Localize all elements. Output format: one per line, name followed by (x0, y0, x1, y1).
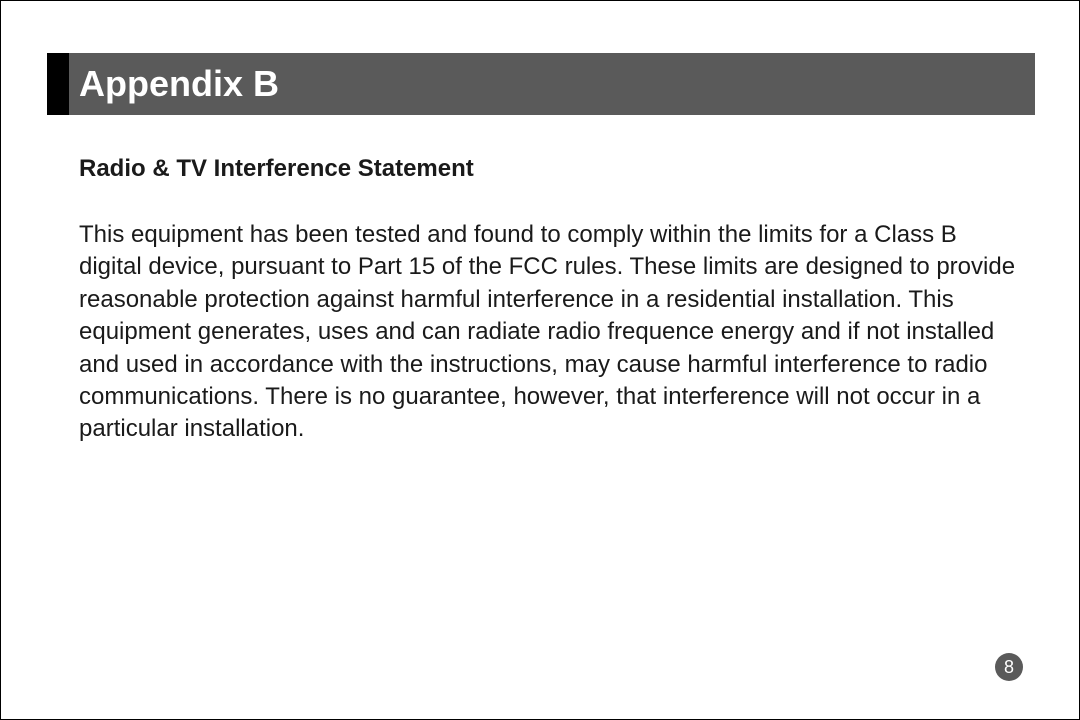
body-paragraph: This equipment has been tested and found… (79, 219, 1023, 446)
page-number-badge: 8 (995, 653, 1023, 681)
page-number: 8 (1004, 657, 1014, 678)
section-subtitle: Radio & TV Interference Statement (79, 155, 1023, 183)
content-area: Radio & TV Interference Statement This e… (79, 155, 1023, 446)
header-bar: Appendix B (47, 53, 1035, 115)
page-title: Appendix B (79, 63, 279, 105)
